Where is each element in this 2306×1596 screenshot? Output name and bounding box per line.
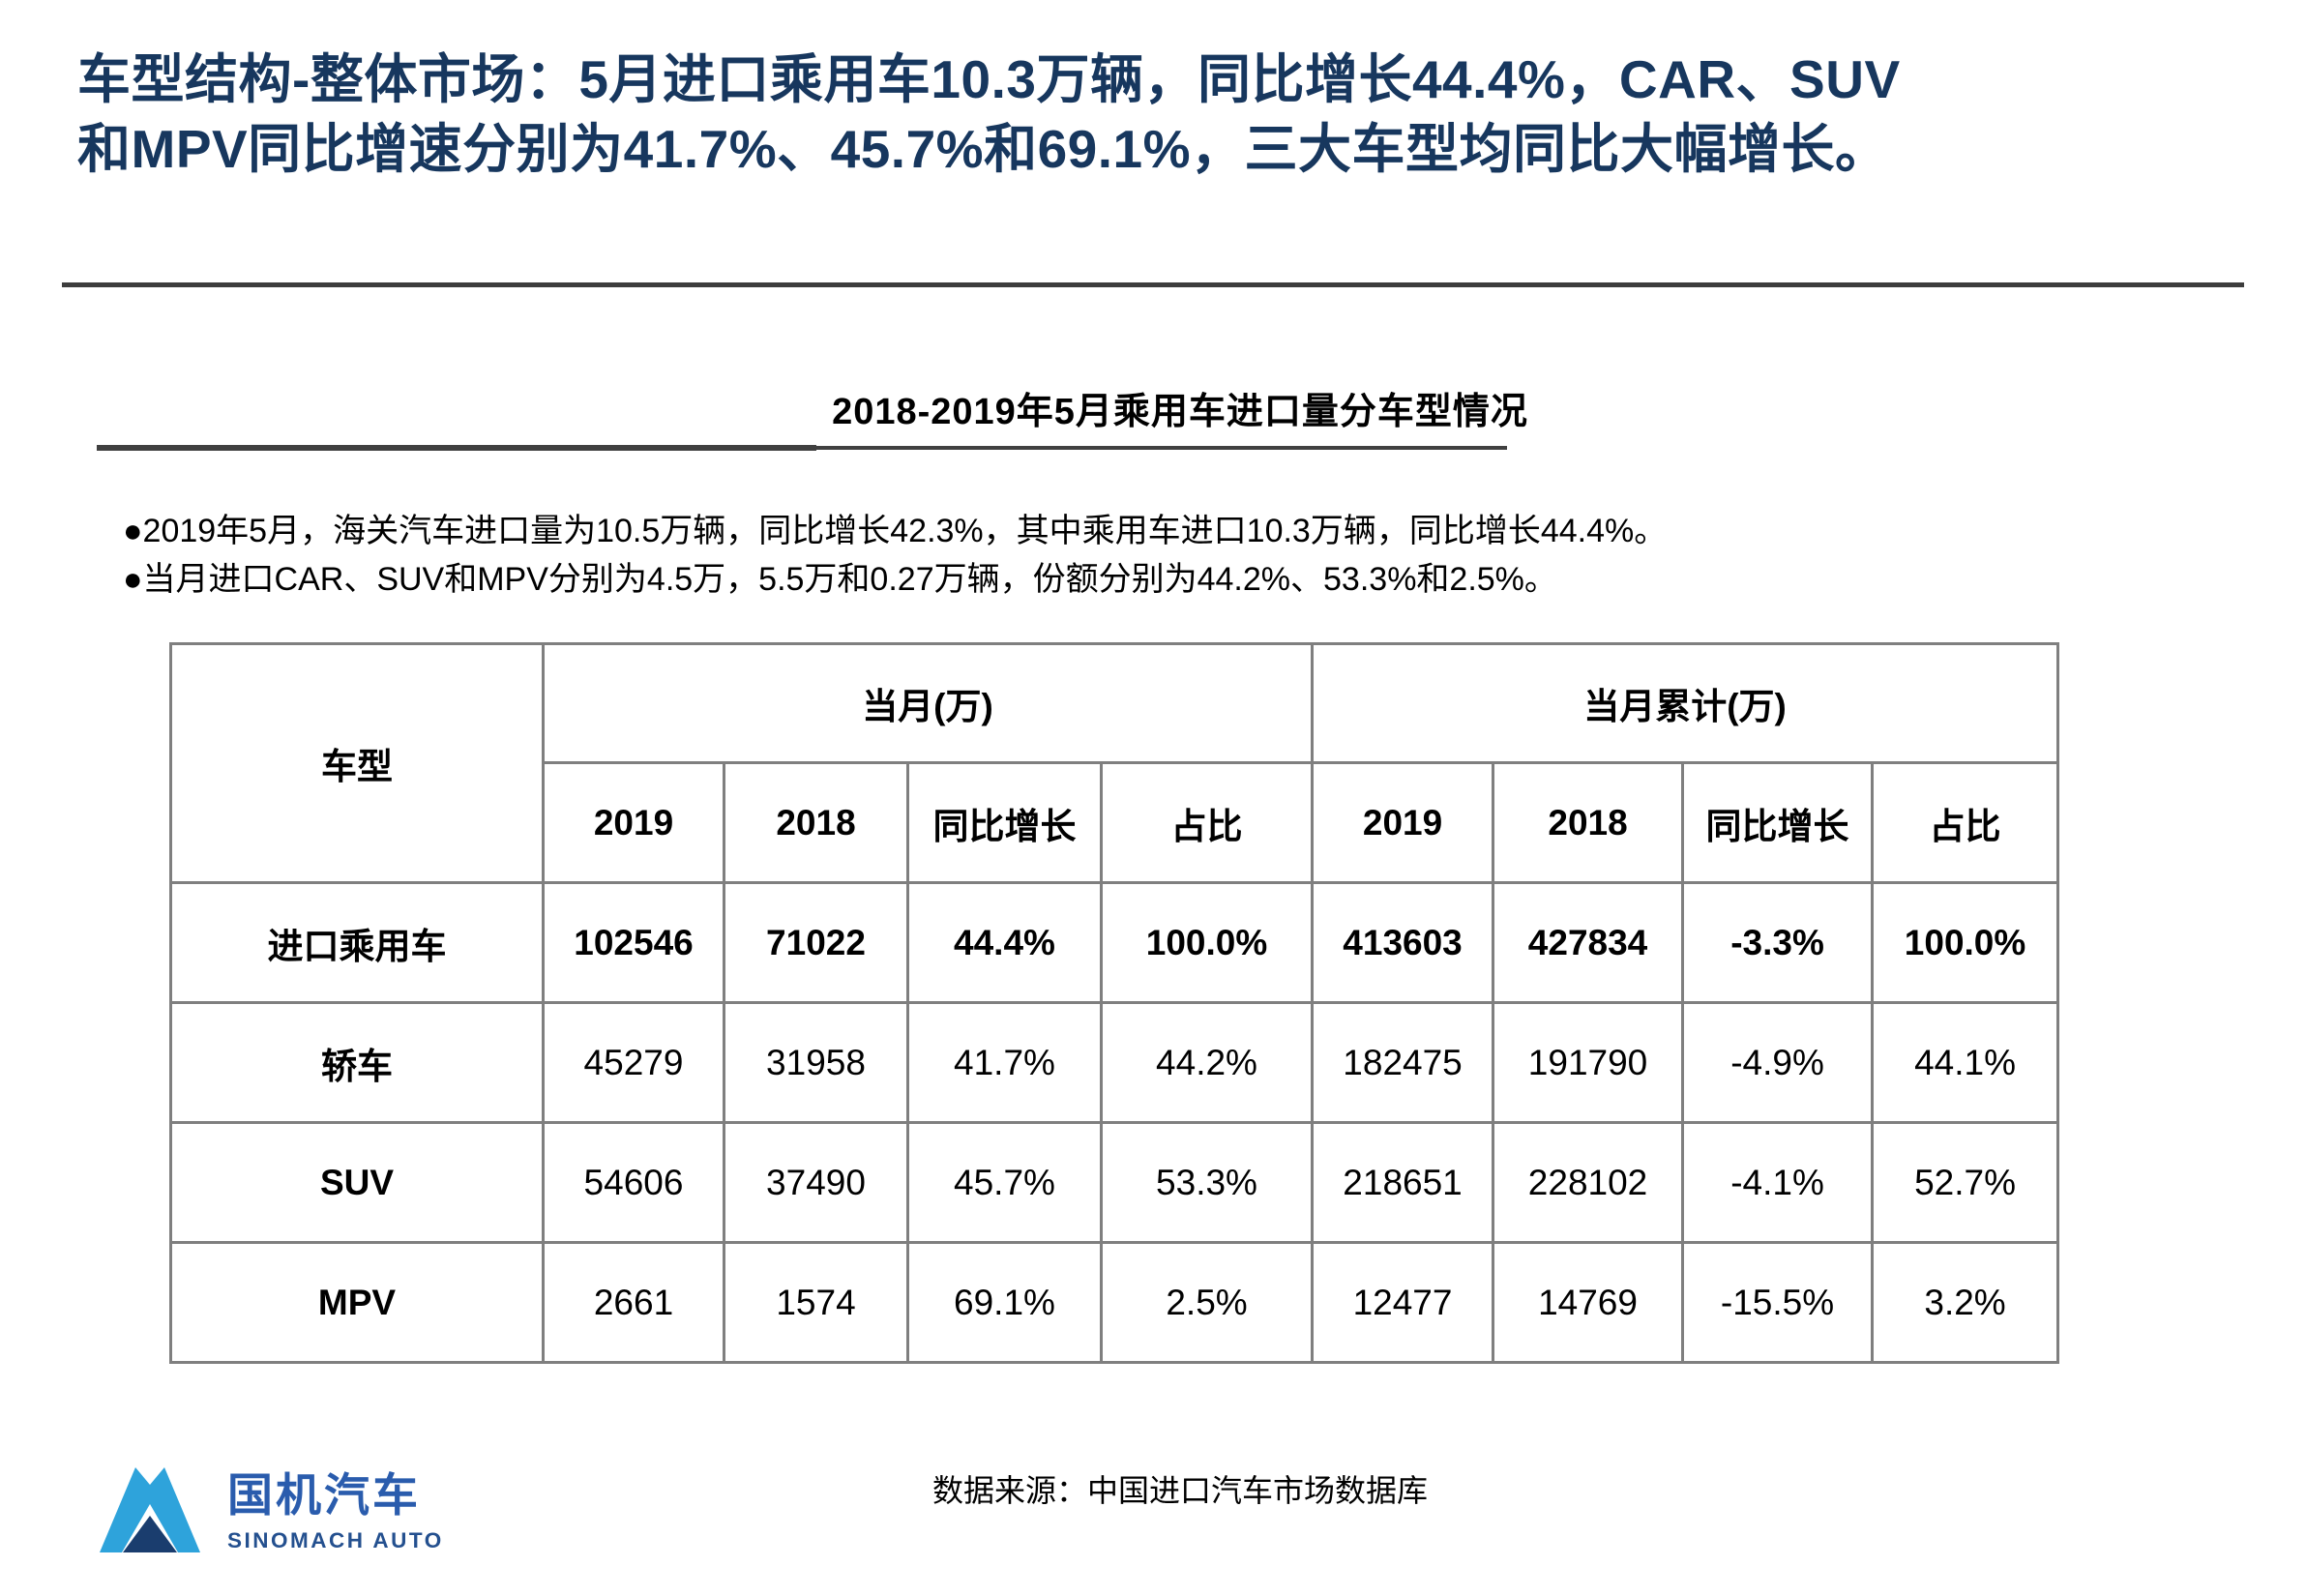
table-cell: 182475 <box>1311 1001 1495 1124</box>
import-table-container: 车型 当月(万) 当月累计(万) 2019 2018 同比增长 占比 2019 … <box>169 642 2060 1364</box>
table-cell: 191790 <box>1492 1001 1685 1124</box>
col-group-cumulative: 当月累计(万) <box>1311 642 2060 764</box>
col-header-2018-cum: 2018 <box>1492 761 1685 884</box>
table-cell: 37490 <box>723 1121 909 1244</box>
table-cell: 45.7% <box>906 1121 1103 1244</box>
table-row-total-imported: 进口乘用车 102546 71022 44.4% 100.0% 413603 4… <box>169 881 2060 1004</box>
table-row-car: 轿车 45279 31958 41.7% 44.2% 182475 191790… <box>169 1001 2060 1124</box>
table-cell: 52.7% <box>1871 1121 2060 1244</box>
table-cell: 2661 <box>542 1241 725 1364</box>
table-cell: -15.5% <box>1681 1241 1875 1364</box>
section-title: 2018-2019年5月乘用车进口量分车型情况 <box>832 392 1528 432</box>
row-label: 进口乘用车 <box>169 881 545 1004</box>
table-cell: 45279 <box>542 1001 725 1124</box>
table-cell: 427834 <box>1492 881 1685 1004</box>
table-cell: 228102 <box>1492 1121 1685 1244</box>
table-cell: -4.9% <box>1681 1001 1875 1124</box>
data-source-note: 数据来源：中国进口汽车市场数据库 <box>931 1473 1428 1508</box>
table-cell: 41.7% <box>906 1001 1103 1124</box>
table-cell: 100.0% <box>1871 881 2060 1004</box>
table-cell: 218651 <box>1311 1121 1495 1244</box>
table-group-header-row: 车型 当月(万) 当月累计(万) <box>169 642 2060 884</box>
col-header-2019-month: 2019 <box>542 761 725 884</box>
bullet-note-2: ●当月进口CAR、SUV和MPV分别为4.5万，5.5万和0.27万辆，份额分别… <box>123 561 1557 598</box>
page-title-line-1: 车型结构-整体市场：5月进口乘用车10.3万辆，同比增长44.4%，CAR、SU… <box>77 49 1901 109</box>
table-cell: 44.1% <box>1871 1001 2060 1124</box>
table-cell: -3.3% <box>1681 881 1875 1004</box>
table-cell: 54606 <box>542 1121 725 1244</box>
table-cell: -4.1% <box>1681 1121 1875 1244</box>
col-header-car-type: 车型 <box>169 642 545 884</box>
import-volume-table: 车型 当月(万) 当月累计(万) 2019 2018 同比增长 占比 2019 … <box>169 642 2060 1364</box>
section-underline-left <box>97 445 816 451</box>
page-title-line-2: 和MPV同比增速分别为41.7%、45.7%和69.1%，三大车型均同比大幅增长… <box>77 119 1889 180</box>
table-cell: 31958 <box>723 1001 909 1124</box>
logo-text-block: 国机汽车 SINOMACH AUTO <box>227 1470 444 1553</box>
col-header-2019-cum: 2019 <box>1311 761 1495 884</box>
table-row-suv: SUV 54606 37490 45.7% 53.3% 218651 22810… <box>169 1121 2060 1244</box>
table-cell: 1574 <box>723 1241 909 1364</box>
row-label: 轿车 <box>169 1001 545 1124</box>
table-cell: 69.1% <box>906 1241 1103 1364</box>
table-sub-header-row: 2019 2018 同比增长 占比 2019 2018 同比增长 占比 <box>171 761 2060 884</box>
sinomach-logo: 国机汽车 SINOMACH AUTO <box>92 1457 444 1564</box>
bullet-notes: ●2019年5月，海关汽车进口量为10.5万辆，同比增长42.3%，其中乘用车进… <box>123 507 2203 604</box>
row-label: MPV <box>169 1241 545 1364</box>
title-divider-line <box>62 282 2244 287</box>
col-header-yoy-cum: 同比增长 <box>1681 761 1875 884</box>
bullet-note-1: ●2019年5月，海关汽车进口量为10.5万辆，同比增长42.3%，其中乘用车进… <box>123 513 1668 549</box>
table-cell: 2.5% <box>1099 1241 1315 1364</box>
table-cell: 3.2% <box>1871 1241 2060 1364</box>
section-underline-right <box>816 446 1507 450</box>
table-cell: 102546 <box>542 881 725 1004</box>
table-cell: 413603 <box>1311 881 1495 1004</box>
table-row-mpv: MPV 2661 1574 69.1% 2.5% 12477 14769 -15… <box>169 1241 2060 1364</box>
logo-name-cn: 国机汽车 <box>227 1469 421 1521</box>
col-header-2018-month: 2018 <box>723 761 909 884</box>
row-label: SUV <box>169 1121 545 1244</box>
logo-name-en: SINOMACH AUTO <box>227 1527 444 1552</box>
col-group-current-month: 当月(万) <box>541 642 1315 764</box>
page-title: 车型结构-整体市场：5月进口乘用车10.3万辆，同比增长44.4%，CAR、SU… <box>77 44 2263 184</box>
col-header-yoy-month: 同比增长 <box>906 761 1103 884</box>
table-cell: 53.3% <box>1099 1121 1315 1244</box>
table-cell: 14769 <box>1492 1241 1685 1364</box>
table-cell: 12477 <box>1311 1241 1495 1364</box>
table-cell: 71022 <box>723 881 909 1004</box>
table-cell: 100.0% <box>1099 881 1315 1004</box>
table-cell: 44.4% <box>906 881 1103 1004</box>
sinomach-mountain-icon <box>92 1457 208 1564</box>
table-cell: 44.2% <box>1099 1001 1315 1124</box>
col-header-share-cum: 占比 <box>1871 761 2060 884</box>
col-header-share-month: 占比 <box>1099 761 1315 884</box>
